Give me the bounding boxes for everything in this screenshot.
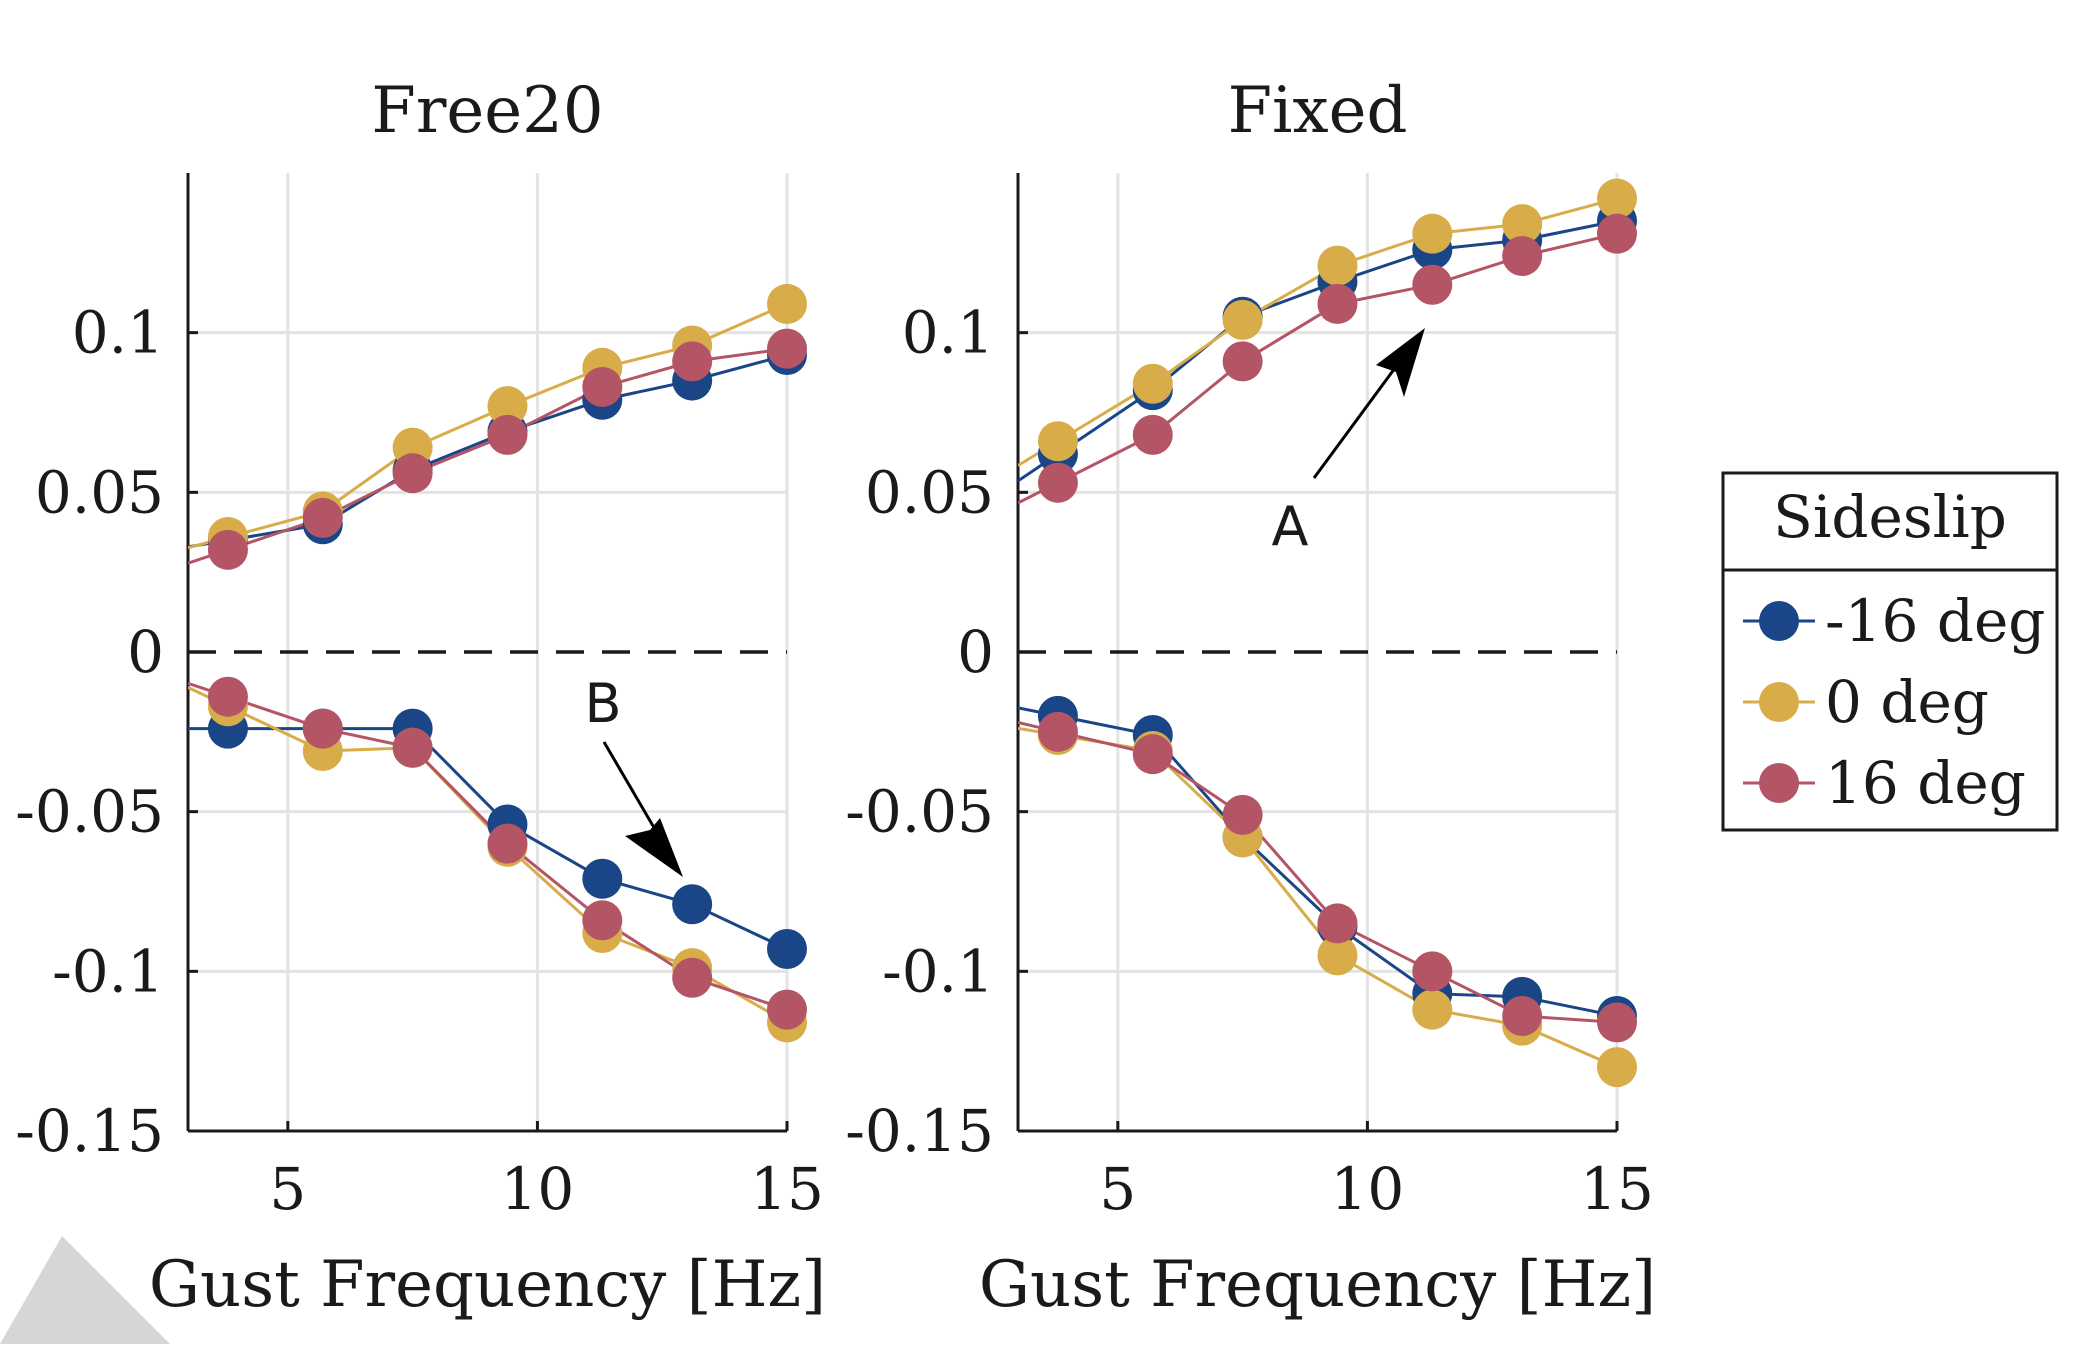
series-line--16-deg-lower xyxy=(1018,706,1618,1018)
panel-free20: -0.15 -0.1 -0.05 0 0.05 0.1 5 10 15 Free20 Gust Fr… xyxy=(15,74,826,1322)
y-tick-label: 0.1 xyxy=(902,299,994,367)
data-point-16-deg xyxy=(1037,711,1078,752)
data-point-16-deg xyxy=(582,366,623,407)
legend-title: Sideslip xyxy=(1773,483,2007,551)
y-tick-label: 0.1 xyxy=(72,299,164,367)
annotation-arrowhead xyxy=(1376,328,1425,397)
data-point-16-deg xyxy=(207,676,248,717)
data-point-16-deg xyxy=(582,900,623,941)
legend: Sideslip -16 deg 0 deg 16 deg xyxy=(1721,471,2059,832)
series-line-16-deg-lower xyxy=(1018,720,1618,1024)
data-point-16-deg xyxy=(1132,734,1173,775)
legend-item-label: -16 deg xyxy=(1825,587,2045,655)
data-point-16-deg xyxy=(1037,462,1078,503)
data-point-0-deg xyxy=(1502,204,1543,245)
y-tick-label: 0.05 xyxy=(35,458,164,526)
corner-watermark xyxy=(0,1236,170,1344)
x-axis-label: Gust Frequency [Hz] xyxy=(979,1248,1656,1322)
x-tick-label: 10 xyxy=(501,1155,575,1223)
data-point-16-deg xyxy=(487,823,528,864)
data-point-16-deg xyxy=(767,989,807,1030)
annotation-label: B xyxy=(584,672,621,735)
data-point-16-deg xyxy=(1412,951,1453,992)
data-point-0-deg xyxy=(1132,363,1173,404)
annotation-arrowhead xyxy=(625,818,683,877)
data-point-16-deg xyxy=(392,727,433,768)
data-point-16-deg xyxy=(487,414,528,455)
data-point-16-deg xyxy=(1317,903,1358,944)
data-point-16-deg xyxy=(1412,264,1453,305)
data-point-0-deg xyxy=(1317,245,1358,286)
annotation-label: A xyxy=(1272,495,1309,558)
data-point-0-deg xyxy=(767,283,807,324)
y-tick-label: -0.15 xyxy=(845,1097,994,1165)
y-tick-label: -0.05 xyxy=(15,778,164,846)
data-point-0-deg xyxy=(1037,421,1078,462)
data-point--16-deg xyxy=(582,858,623,899)
x-axis-label: Gust Frequency [Hz] xyxy=(149,1248,826,1322)
y-tick-label: -0.1 xyxy=(52,937,164,1005)
x-tick-label: 15 xyxy=(750,1155,824,1223)
panel-fixed: -0.15 -0.1 -0.05 0 0.05 0.1 5 10 15 Fixed Gust Fre… xyxy=(845,74,1656,1322)
data-point-16-deg xyxy=(672,341,713,382)
y-tick-label: 0.05 xyxy=(865,458,994,526)
data-point-0-deg xyxy=(1597,1047,1637,1088)
data-point--16-deg xyxy=(767,928,807,969)
panel-title: Free20 xyxy=(371,74,603,148)
data-point-0-deg xyxy=(1317,935,1358,976)
x-tick-label: 10 xyxy=(1331,1155,1405,1223)
legend-item-label: 0 deg xyxy=(1825,668,1989,736)
data-point-16-deg xyxy=(392,453,433,494)
data-point-0-deg xyxy=(1222,299,1263,340)
annotation-arrow-shaft xyxy=(1312,367,1397,479)
data-point-16-deg xyxy=(672,957,713,998)
data-point--16-deg xyxy=(672,884,713,925)
y-tick-label: 0 xyxy=(957,618,994,686)
x-tick-label: 5 xyxy=(1099,1155,1136,1223)
legend-item-label: 16 deg xyxy=(1825,749,2026,817)
legend-marker xyxy=(1759,682,1799,722)
data-point-0-deg xyxy=(1412,213,1453,254)
y-tick-label: 0 xyxy=(127,618,164,686)
data-point-16-deg xyxy=(1597,213,1637,254)
y-tick-label: -0.05 xyxy=(845,778,994,846)
data-point-16-deg xyxy=(767,328,807,369)
annotation-arrow-shaft xyxy=(602,741,665,844)
data-point-16-deg xyxy=(1597,1002,1637,1043)
y-tick-label: -0.1 xyxy=(882,937,994,1005)
data-point-16-deg xyxy=(302,708,343,749)
x-tick-label: 15 xyxy=(1580,1155,1654,1223)
data-point-16-deg xyxy=(1502,236,1543,277)
legend-marker xyxy=(1759,763,1799,803)
data-point-16-deg xyxy=(302,497,343,538)
data-point-16-deg xyxy=(1222,794,1263,835)
data-point-16-deg xyxy=(207,529,248,570)
legend-marker xyxy=(1759,601,1799,641)
y-tick-label: -0.15 xyxy=(15,1097,164,1165)
x-tick-label: 5 xyxy=(269,1155,306,1223)
data-point-0-deg xyxy=(1412,989,1453,1030)
data-point-16-deg xyxy=(1222,341,1263,382)
data-point-16-deg xyxy=(1502,996,1543,1037)
data-point-16-deg xyxy=(1317,283,1358,324)
data-point-16-deg xyxy=(1132,414,1173,455)
panel-title: Fixed xyxy=(1228,74,1408,148)
data-point-0-deg xyxy=(1597,178,1637,219)
data-point-0-deg xyxy=(487,386,528,427)
